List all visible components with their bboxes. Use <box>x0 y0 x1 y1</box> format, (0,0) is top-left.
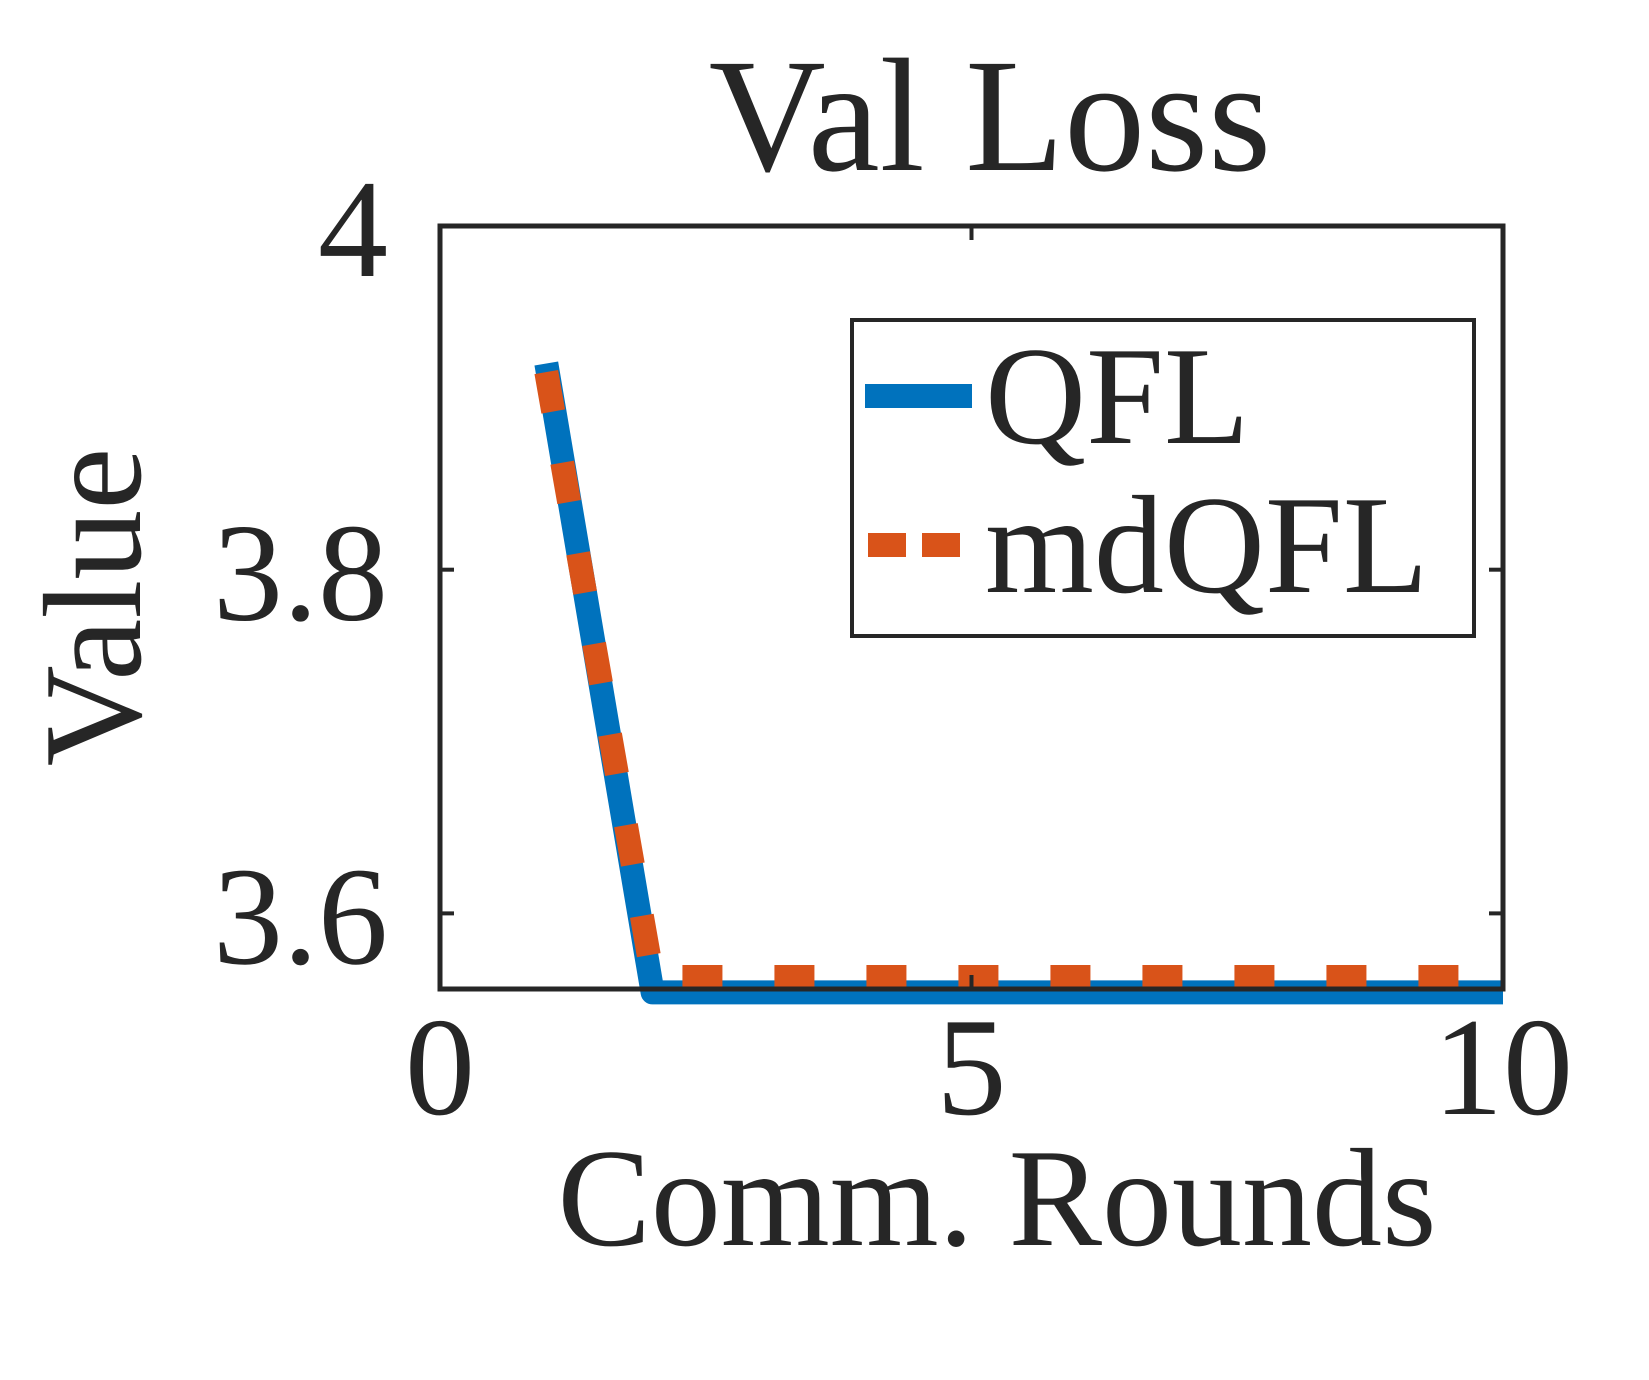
legend-label-qfl: QFL <box>985 319 1249 474</box>
x-axis-label: Comm. Rounds <box>557 1121 1436 1276</box>
plot-area <box>534 361 1503 1005</box>
y-tick-label: 4 <box>318 152 388 307</box>
x-tick-label: 0 <box>405 990 475 1145</box>
x-tick-label: 5 <box>937 990 1007 1145</box>
y-axis-label: Value <box>16 448 171 767</box>
legend: QFL mdQFL <box>850 318 1476 638</box>
series-line-qfl <box>534 361 1503 1005</box>
tick-layer: 0 5 10 3.6 3.8 4 <box>213 152 1573 1145</box>
series-line-mdqfl <box>534 370 1503 989</box>
x-tick-label: 10 <box>1433 990 1573 1145</box>
y-tick-label: 3.6 <box>213 839 388 994</box>
y-tick-label: 3.8 <box>213 496 388 651</box>
chart-title: Val Loss <box>709 27 1272 206</box>
legend-box <box>850 318 1476 638</box>
legend-label-mdqfl: mdQFL <box>985 468 1428 623</box>
